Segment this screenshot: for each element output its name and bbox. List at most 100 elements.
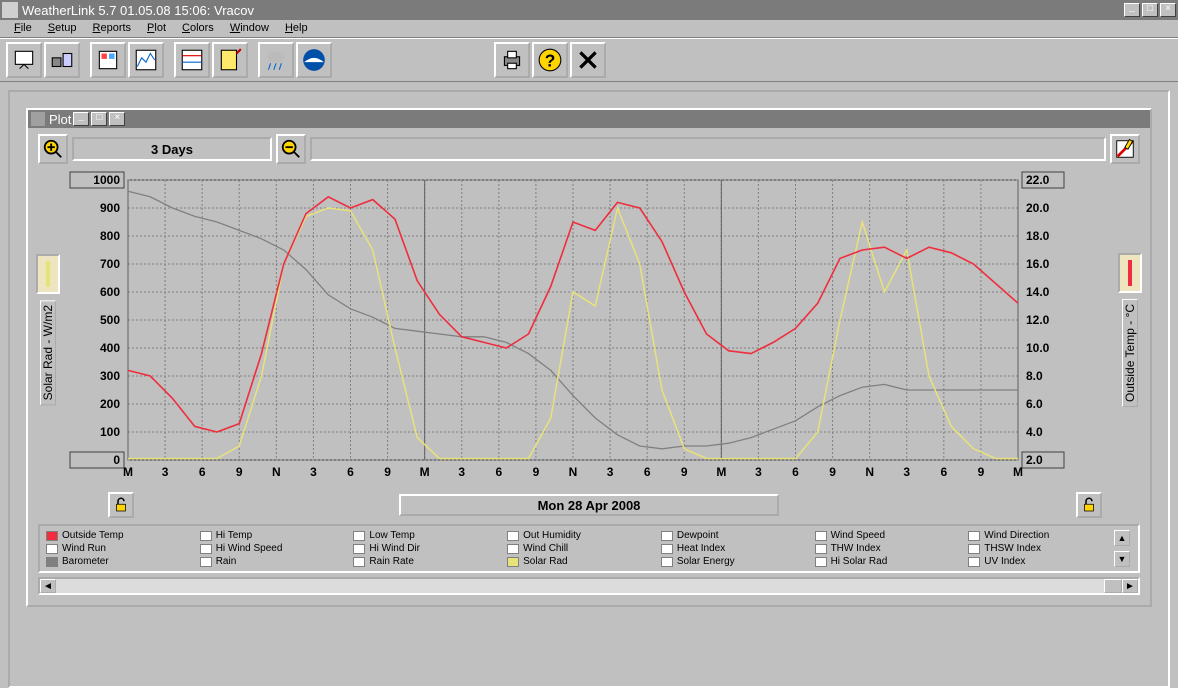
legend-swatch <box>507 544 519 554</box>
svg-text:14.0: 14.0 <box>1026 285 1050 299</box>
scroll-left-button[interactable]: ◄ <box>40 579 56 593</box>
legend-item[interactable]: Out Humidity <box>507 530 653 541</box>
svg-text:20.0: 20.0 <box>1026 201 1050 215</box>
legend-swatch <box>815 557 827 567</box>
legend-label: Rain Rate <box>369 556 413 567</box>
noaa-button[interactable] <box>296 42 332 78</box>
legend-item[interactable]: Wind Run <box>46 543 192 554</box>
svg-text:M: M <box>420 465 430 479</box>
menu-help[interactable]: Help <box>277 20 316 37</box>
date-display[interactable]: Mon 28 Apr 2008 <box>399 494 779 516</box>
svg-text:16.0: 16.0 <box>1026 257 1050 271</box>
legend-scroll-down[interactable]: ▼ <box>1114 551 1130 567</box>
scroll-right-button[interactable]: ► <box>1122 579 1138 593</box>
strip-button[interactable] <box>174 42 210 78</box>
plot-window: Plot _ □ × 3 Days <box>26 108 1152 607</box>
legend-item[interactable]: THSW Index <box>968 543 1114 554</box>
menu-setup[interactable]: Setup <box>40 20 85 37</box>
svg-text:N: N <box>865 465 874 479</box>
plot-close-button[interactable]: × <box>109 112 125 126</box>
plot-maximize-button[interactable]: □ <box>91 112 107 126</box>
legend-swatch <box>968 544 980 554</box>
right-axis-label[interactable]: Outside Temp - °C <box>1122 299 1138 407</box>
svg-text:3: 3 <box>162 465 169 479</box>
download-button[interactable] <box>44 42 80 78</box>
legend-item[interactable]: Hi Wind Dir <box>353 543 499 554</box>
legend-item[interactable]: Hi Solar Rad <box>815 556 961 567</box>
svg-text:4.0: 4.0 <box>1026 425 1043 439</box>
legend-item[interactable]: Wind Speed <box>815 530 961 541</box>
svg-text:9: 9 <box>829 465 836 479</box>
legend-item[interactable]: Hi Temp <box>200 530 346 541</box>
legend-item[interactable]: Rain <box>200 556 346 567</box>
date-row: Mon 28 Apr 2008 <box>38 494 1140 516</box>
menubar: File Setup Reports Plot Colors Window He… <box>0 20 1178 38</box>
notes-button[interactable] <box>212 42 248 78</box>
plot-button[interactable] <box>128 42 164 78</box>
menu-reports[interactable]: Reports <box>85 20 140 37</box>
legend-item[interactable]: Wind Chill <box>507 543 653 554</box>
legend-label: Heat Index <box>677 543 725 554</box>
legend-swatch <box>507 531 519 541</box>
legend-swatch <box>815 531 827 541</box>
svg-text:200: 200 <box>100 397 120 411</box>
chart[interactable]: 02.01004.02006.03008.040010.050012.06001… <box>58 170 1120 490</box>
svg-text:6.0: 6.0 <box>1026 397 1043 411</box>
legend-swatch <box>353 531 365 541</box>
menu-plot[interactable]: Plot <box>139 20 174 37</box>
range-display[interactable]: 3 Days <box>72 137 272 161</box>
chart-area: Solar Rad - W/m2 02.01004.02006.03008.04… <box>38 170 1140 490</box>
legend-swatch <box>968 557 980 567</box>
legend-item[interactable]: Hi Wind Speed <box>200 543 346 554</box>
legend-item[interactable]: Solar Rad <box>507 556 653 567</box>
svg-text:1000: 1000 <box>93 173 120 187</box>
legend-swatch <box>353 557 365 567</box>
legend-item[interactable]: Barometer <box>46 556 192 567</box>
exit-button[interactable] <box>570 42 606 78</box>
legend-item[interactable]: Low Temp <box>353 530 499 541</box>
zoom-out-button[interactable] <box>276 134 306 164</box>
help-button[interactable]: ? <box>532 42 568 78</box>
browse-button[interactable] <box>90 42 126 78</box>
plot-icon <box>31 112 45 126</box>
legend-item[interactable]: THW Index <box>815 543 961 554</box>
right-lock-button[interactable] <box>1076 492 1102 518</box>
plot-minimize-button[interactable]: _ <box>73 112 89 126</box>
left-axis-label[interactable]: Solar Rad - W/m2 <box>40 300 56 405</box>
rain-button[interactable] <box>258 42 294 78</box>
legend-scroll-up[interactable]: ▲ <box>1114 530 1130 546</box>
toolbar: ? <box>0 38 1178 82</box>
legend-item[interactable]: Rain Rate <box>353 556 499 567</box>
menu-window[interactable]: Window <box>222 20 277 37</box>
scroll-thumb[interactable] <box>1104 579 1122 593</box>
legend-swatch <box>46 531 58 541</box>
menu-file[interactable]: File <box>6 20 40 37</box>
horizontal-scrollbar[interactable]: ◄ ► <box>38 577 1140 595</box>
legend-item[interactable]: Wind Direction <box>968 530 1114 541</box>
legend-item[interactable]: Outside Temp <box>46 530 192 541</box>
color-config-button[interactable] <box>1110 134 1140 164</box>
legend-item[interactable]: Dewpoint <box>661 530 807 541</box>
menu-colors[interactable]: Colors <box>174 20 222 37</box>
close-button[interactable]: × <box>1160 3 1176 17</box>
svg-text:6: 6 <box>940 465 947 479</box>
legend-item[interactable]: Solar Energy <box>661 556 807 567</box>
legend-label: Barometer <box>62 556 109 567</box>
zoom-in-button[interactable] <box>38 134 68 164</box>
maximize-button[interactable]: □ <box>1142 3 1158 17</box>
left-lock-button[interactable] <box>108 492 134 518</box>
legend-item[interactable]: Heat Index <box>661 543 807 554</box>
svg-text:100: 100 <box>100 425 120 439</box>
left-indicator[interactable] <box>36 254 60 294</box>
svg-text:9: 9 <box>978 465 985 479</box>
print-button[interactable] <box>494 42 530 78</box>
bulletin-button[interactable] <box>6 42 42 78</box>
legend-swatch <box>46 544 58 554</box>
legend-label: Outside Temp <box>62 530 124 541</box>
svg-text:3: 3 <box>310 465 317 479</box>
legend-item[interactable]: UV Index <box>968 556 1114 567</box>
legend-swatch <box>200 557 212 567</box>
minimize-button[interactable]: _ <box>1124 3 1140 17</box>
right-indicator[interactable] <box>1118 253 1142 293</box>
svg-text:6: 6 <box>347 465 354 479</box>
